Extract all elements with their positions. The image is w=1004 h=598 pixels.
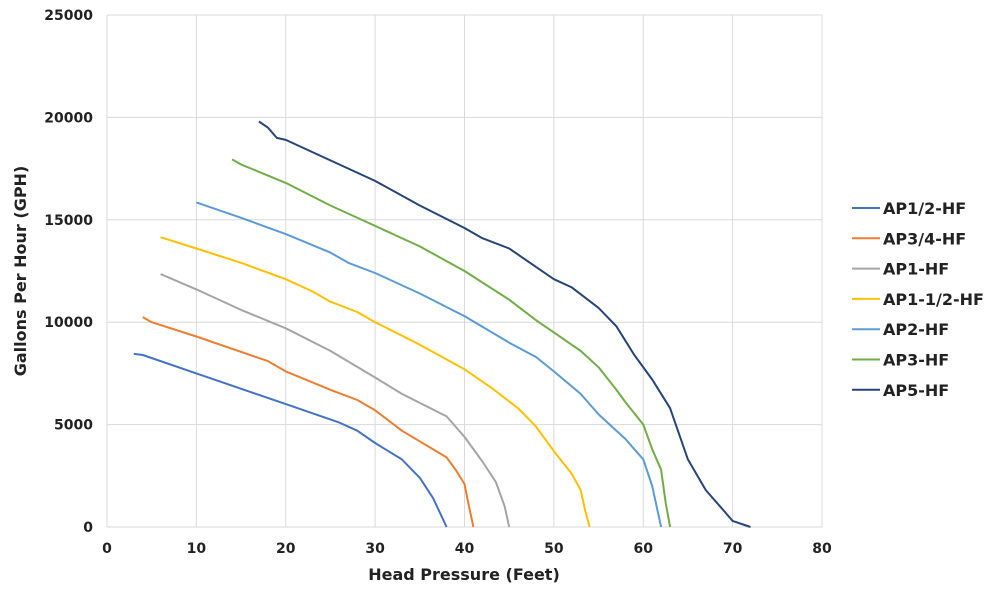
legend-label: AP3-HF [883, 351, 949, 370]
x-tick-label: 50 [544, 541, 564, 557]
series-line-ap2-hf [196, 201, 663, 528]
series-line-ap1-hf [160, 273, 511, 528]
y-tick-label: 10000 [44, 315, 93, 331]
x-axis-label: Head Pressure (Feet) [368, 565, 560, 584]
legend: AP1/2-HF AP3/4-HF AP1-HF AP1-1/2-HF AP2-HF AP… [852, 199, 984, 400]
y-axis-ticks: 0 5000 10000 15000 20000 25000 [44, 8, 93, 536]
x-tick-label: 30 [365, 541, 385, 557]
x-axis-ticks: 0 10 20 30 40 50 60 70 80 [102, 541, 832, 557]
legend-item: AP1-1/2-HF [852, 290, 984, 309]
legend-item: AP5-HF [852, 381, 949, 400]
y-tick-label: 5000 [54, 418, 93, 434]
series-line-ap5-hf [258, 120, 751, 528]
x-tick-label: 60 [634, 541, 654, 557]
x-tick-label: 20 [276, 541, 296, 557]
y-tick-label: 20000 [44, 110, 93, 126]
x-tick-label: 40 [455, 541, 475, 557]
series-lines [133, 120, 751, 528]
legend-label: AP2-HF [883, 320, 949, 339]
x-tick-label: 80 [812, 541, 832, 557]
legend-item: AP2-HF [852, 320, 949, 339]
legend-item: AP3-HF [852, 351, 949, 370]
legend-label: AP1-HF [883, 260, 949, 279]
y-tick-label: 25000 [44, 8, 93, 24]
y-tick-label: 15000 [44, 213, 93, 229]
series-line-ap3-4-hf [142, 316, 475, 528]
legend-label: AP1/2-HF [883, 199, 966, 218]
legend-label: AP1-1/2-HF [883, 290, 984, 309]
y-axis-label: Gallons Per Hour (GPH) [11, 166, 30, 377]
y-tick-label: 0 [83, 520, 93, 536]
series-line-ap1-2-hf [133, 352, 448, 528]
series-line-ap1-1-2-hf [160, 236, 591, 528]
legend-item: AP1-HF [852, 260, 949, 279]
legend-label: AP5-HF [883, 381, 949, 400]
x-tick-label: 10 [187, 541, 207, 557]
x-tick-label: 70 [723, 541, 743, 557]
x-tick-label: 0 [102, 541, 112, 557]
legend-item: AP1/2-HF [852, 199, 966, 218]
legend-label: AP3/4-HF [883, 229, 966, 248]
legend-item: AP3/4-HF [852, 229, 966, 248]
series-line-ap3-hf [231, 158, 672, 528]
